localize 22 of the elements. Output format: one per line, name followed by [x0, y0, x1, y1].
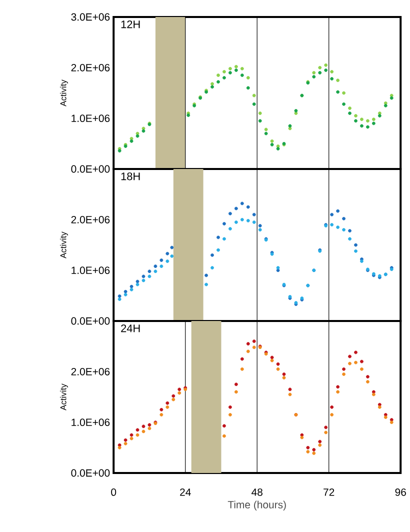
y-tick-label: 0.0E+00 [71, 469, 110, 477]
x-tick-label: 48 [252, 488, 262, 496]
y-tick-label: 3.0E+06 [71, 13, 110, 21]
y-axis-title: Activity [60, 232, 68, 258]
y-tick-label: 1.0E+06 [72, 114, 110, 122]
x-tick-label: 0 [111, 488, 116, 496]
y-axis-title: Activity [60, 80, 68, 106]
annotation: 24H [121, 324, 140, 332]
x-tick-label: 24 [180, 488, 191, 496]
y-axis-title: Activity [60, 384, 68, 410]
x-tick-label: 96 [395, 488, 406, 496]
annotation: 18H [121, 172, 140, 180]
x-axis-title: Time (hours) [228, 500, 286, 510]
y-tick-label: 2.0E+06 [71, 368, 110, 376]
x-tick-label: 72 [324, 488, 334, 496]
annotation: 12H [121, 20, 140, 28]
y-tick-label: 0.0E+00 [71, 317, 110, 325]
y-tick-label: 2.0E+06 [71, 216, 110, 224]
y-tick-label: 1.0E+06 [72, 266, 110, 274]
y-tick-label: 1.0E+06 [72, 418, 110, 426]
y-tick-label: 2.0E+06 [71, 64, 110, 72]
y-tick-label: 0.0E+00 [71, 165, 110, 173]
